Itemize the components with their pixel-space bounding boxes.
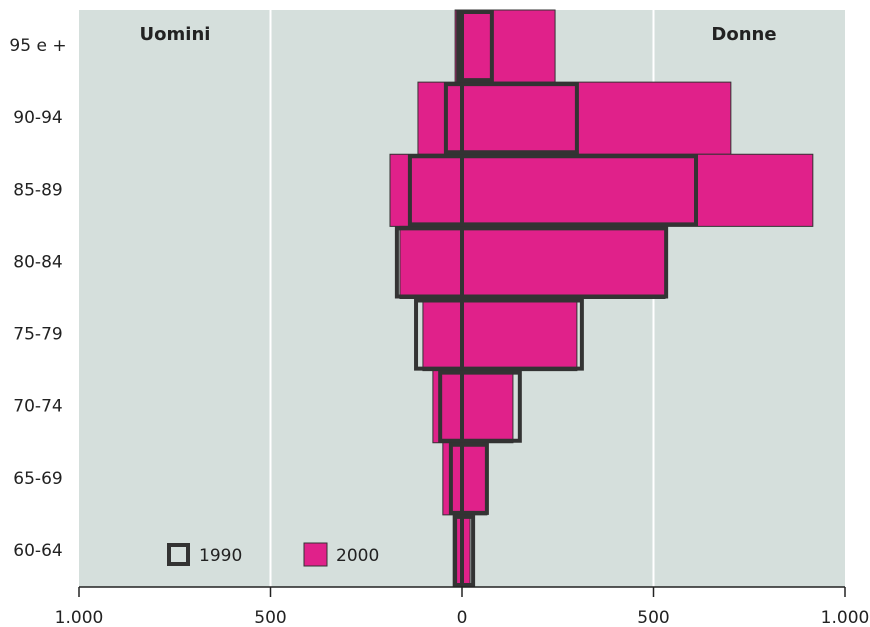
bar [461, 442, 488, 516]
left-label: Uomini [140, 24, 211, 45]
legend-swatch [167, 543, 190, 566]
bar [399, 225, 463, 299]
legend-label: 2000 [336, 546, 379, 566]
bar [461, 9, 556, 83]
x-tick-label: 1.000 [55, 608, 104, 627]
y-tick-label: 75-79 [13, 325, 62, 345]
y-tick-label: 85-89 [13, 180, 62, 200]
y-tick-label: 90-94 [13, 108, 62, 128]
x-tick-label: 500 [254, 608, 286, 627]
y-tick-label: 70-74 [13, 397, 62, 417]
bar [461, 153, 814, 227]
x-tick-label: 1.000 [821, 608, 870, 627]
bar [460, 82, 579, 155]
bar [461, 298, 578, 372]
bar [417, 81, 463, 155]
bar [389, 153, 463, 227]
legend-swatch [303, 542, 328, 567]
legend-label: 1990 [199, 546, 242, 566]
bar [460, 298, 584, 371]
bar [460, 442, 489, 515]
bar [460, 10, 494, 83]
bar [460, 154, 699, 227]
bar [422, 298, 463, 372]
bar [460, 370, 522, 443]
x-tick-label: 500 [637, 608, 669, 627]
bar [460, 226, 669, 299]
right-label: Donne [711, 24, 776, 45]
bar [432, 370, 463, 444]
y-tick-label: 60-64 [13, 541, 62, 561]
bar [461, 225, 666, 299]
x-tick-label: 0 [457, 608, 468, 627]
bar [461, 370, 514, 444]
y-tick-label: 95 e + [9, 36, 66, 56]
y-tick-label: 65-69 [13, 469, 62, 489]
bar [461, 81, 732, 155]
y-tick-label: 80-84 [13, 252, 62, 272]
bar [460, 514, 476, 587]
